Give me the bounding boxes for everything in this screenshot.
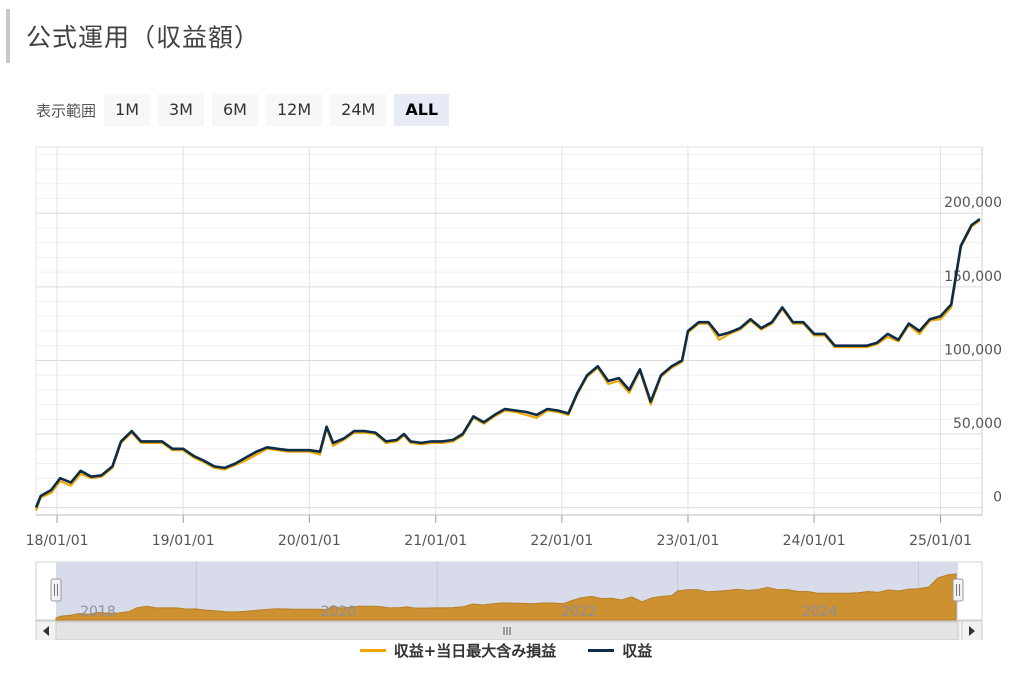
navigator[interactable]: 2018 2020 2022 2024 (35, 561, 983, 640)
y-tick-label: 50,000 (953, 416, 1002, 432)
y-tick-label: 100,000 (944, 342, 1002, 358)
x-tick-label: 21/01/01 (404, 533, 467, 549)
y-tick-label: 0 (993, 490, 1002, 506)
x-tick-label: 18/01/01 (26, 533, 89, 549)
navigator-handle-left[interactable] (50, 578, 62, 602)
legend-label-profit: 収益 (622, 642, 653, 660)
range-selector: 表示範囲 1M 3M 6M 12M 24M ALL (36, 93, 457, 127)
chevron-left-icon (43, 626, 49, 636)
x-tick-label: 22/01/01 (530, 533, 593, 549)
range-button-1m[interactable]: 1M (104, 94, 150, 126)
range-selector-label: 表示範囲 (36, 101, 97, 120)
range-button-3m[interactable]: 3M (158, 94, 204, 126)
page-title: 公式運用（収益額） (26, 23, 261, 52)
x-tick-label: 23/01/01 (657, 533, 720, 549)
legend: 収益+当日最大含み損益 収益 (0, 640, 1012, 661)
navigator-year-label: 2018 (80, 604, 116, 620)
x-tick-label: 25/01/01 (909, 533, 972, 549)
legend-swatch-profit (588, 649, 615, 652)
chart-area[interactable]: 0 50,000 100,000 150,000 200,000 18/01/01 19/… (0, 0, 1012, 640)
navigator-handle-right[interactable] (952, 578, 964, 602)
x-tick-label: 19/01/01 (152, 533, 215, 549)
chevron-right-icon (969, 626, 975, 636)
navigator-year-label: 2020 (321, 604, 357, 620)
y-axis-labels: 0 50,000 100,000 150,000 200,000 (944, 195, 1002, 505)
legend-swatch-max-unrealized (359, 649, 386, 652)
legend-item-profit[interactable]: 収益 (588, 640, 652, 661)
x-tick-label: 24/01/01 (783, 533, 846, 549)
range-button-24m[interactable]: 24M (330, 94, 387, 126)
x-tick-label: 20/01/01 (278, 533, 341, 549)
series-line-profit (34, 218, 981, 509)
range-button-6m[interactable]: 6M (211, 94, 258, 126)
title-accent-bar (6, 9, 10, 63)
y-tick-label: 200,000 (944, 195, 1002, 211)
navigator-area (55, 573, 957, 621)
grid-layer (35, 146, 983, 523)
x-axis-labels: 18/01/01 19/01/01 20/01/01 21/01/01 22/01/01… (26, 533, 972, 549)
range-button-12m[interactable]: 12M (265, 94, 323, 126)
y-tick-label: 150,000 (944, 269, 1002, 285)
legend-label-max-unrealized: 収益+当日最大含み損益 (393, 642, 557, 660)
navigator-year-label: 2024 (802, 604, 838, 620)
series-layer (34, 218, 981, 511)
range-button-all[interactable]: ALL (394, 94, 450, 126)
navigator-year-label: 2022 (561, 604, 597, 620)
legend-item-max-unrealized[interactable]: 収益+当日最大含み損益 (359, 640, 557, 661)
